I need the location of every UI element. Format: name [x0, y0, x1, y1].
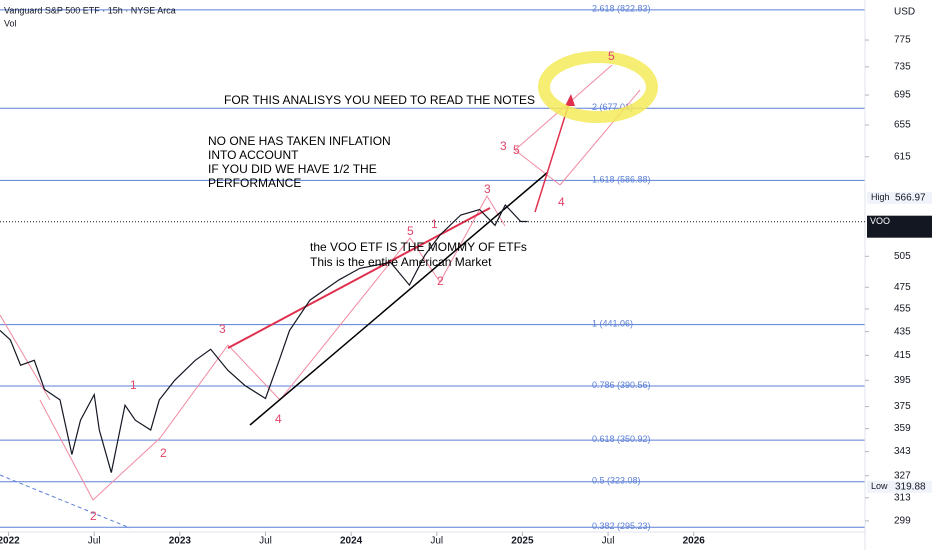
price-label-value: 540.83 — [895, 216, 926, 227]
fib-label: 2 (677.01) — [592, 102, 633, 112]
y-tick-label: 375 — [894, 401, 911, 412]
y-tick-label: 615 — [894, 151, 911, 162]
chart-title: Vanguard S&P 500 ETF · 15h · NYSE Arca — [4, 5, 176, 15]
price-label-value: 566.97 — [895, 192, 926, 203]
y-tick-label: 435 — [894, 326, 911, 337]
fib-layer: 2.618 (822.83) 2 (677.01) 1.618 (586.88) 1 … — [0, 4, 865, 531]
y-tick-label: 775 — [894, 35, 911, 46]
y-tick-label: 475 — [894, 282, 911, 293]
y-tick-label: 299 — [894, 516, 911, 527]
target-channel — [514, 149, 561, 186]
note: IF YOU DID WE HAVE 1/2 THE — [208, 162, 377, 176]
fib-label: 0.618 (350.92) — [592, 434, 651, 444]
x-tick-label: 2022 — [0, 536, 20, 547]
wave-label: 5 — [407, 224, 414, 238]
y-tick-label: 695 — [894, 90, 911, 101]
fib-label: 1.618 (586.88) — [592, 174, 651, 184]
wave-channel — [0, 314, 51, 401]
y-tick-label: 415 — [894, 350, 911, 361]
wave-label: 5 — [608, 49, 615, 63]
x-tick-label: 2024 — [340, 536, 363, 547]
fib-label: 0.382 (295.23) — [592, 521, 651, 531]
price-label-box — [867, 215, 932, 238]
x-tick-label: 2023 — [169, 536, 192, 547]
currency: USD — [894, 7, 915, 18]
y-tick-label: 505 — [894, 251, 911, 262]
fib-label: 0.786 (390.56) — [592, 380, 651, 390]
wave-label: 4 — [275, 412, 282, 426]
note: FOR THIS ANALISYS YOU NEED TO READ THE N… — [224, 93, 535, 107]
wave-label: 3 — [500, 139, 507, 153]
y-tick-label: 735 — [894, 61, 911, 72]
x-tick-label: Jul — [430, 536, 443, 547]
countdown: 07:09:25 — [895, 227, 932, 238]
fib-label: 0.5 (323.08) — [592, 476, 641, 486]
price-label-value: 319.88 — [895, 481, 926, 492]
x-tick-label: 2026 — [683, 536, 706, 547]
x-tick-label: Jul — [259, 536, 272, 547]
price-layer — [0, 203, 528, 473]
price-label-name: VOO — [870, 216, 890, 226]
y-tick-label: 455 — [894, 304, 911, 315]
volume-label: Vol — [4, 18, 17, 28]
note: INTO ACCOUNT — [208, 148, 299, 162]
y-tick-label: 655 — [894, 120, 911, 131]
price-line — [0, 203, 528, 473]
y-tick-label: 327 — [894, 470, 911, 481]
note: PERFORMANCE — [208, 176, 301, 190]
resistance-line — [227, 207, 491, 349]
arrow — [534, 99, 571, 213]
arrow-head — [565, 94, 575, 106]
price-label-name: High — [871, 192, 890, 202]
dashed-trendline — [0, 474, 131, 529]
x-tick-label: Jul — [602, 536, 615, 547]
target-channel — [559, 89, 641, 186]
wave-label: 2 — [437, 274, 444, 288]
y-tick-label: 343 — [894, 446, 911, 457]
price-label-box — [867, 480, 932, 493]
price-label-box — [867, 191, 932, 204]
support-line — [249, 171, 549, 426]
wave-label: 1 — [431, 217, 438, 231]
fib-label: 2.618 (822.83) — [592, 4, 651, 14]
wave-label: 5 — [513, 143, 520, 157]
note: NO ONE HAS TAKEN INFLATION — [208, 134, 391, 148]
y-tick-label: 313 — [894, 492, 911, 503]
wave-label: 4 — [558, 195, 565, 209]
y-tick-label: 359 — [894, 423, 911, 434]
fib-label: 1 (441.06) — [592, 319, 633, 329]
wave-label: 2 — [90, 509, 97, 523]
note: This is the entire American Market — [310, 255, 492, 269]
target-highlight — [538, 51, 658, 123]
price-label-name: Low — [871, 481, 888, 491]
x-tick-label: 2025 — [511, 536, 534, 547]
y-tick-label: 395 — [894, 375, 911, 386]
note: the VOO ETF IS THE MOMMY OF ETFs — [310, 240, 527, 254]
wave-label: 3 — [484, 182, 491, 196]
x-tick-label: Jul — [88, 536, 101, 547]
wave-label: 1 — [130, 378, 137, 392]
wave-label: 2 — [160, 446, 167, 460]
wave-label: 3 — [219, 322, 226, 336]
